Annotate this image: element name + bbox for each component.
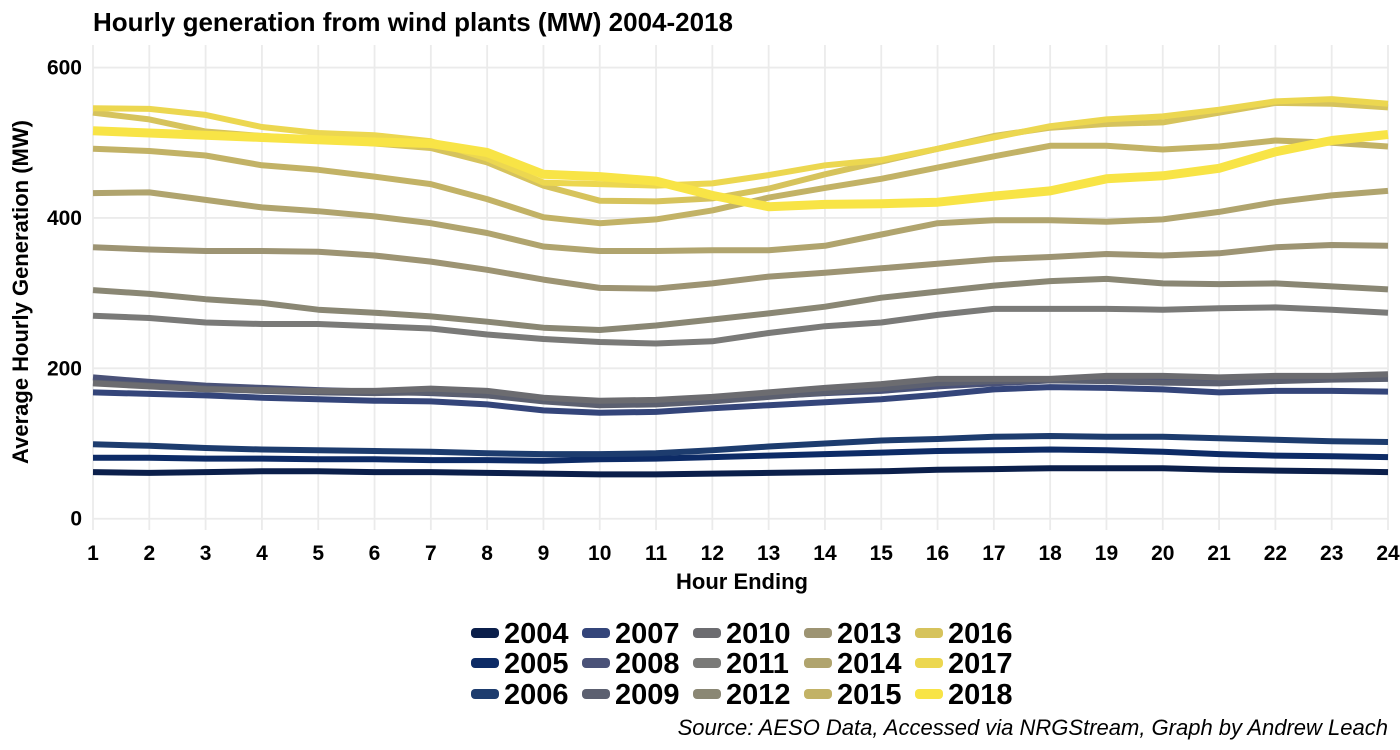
x-tick-label: 3 — [200, 542, 212, 565]
source-caption: Source: AESO Data, Accessed via NRGStrea… — [678, 715, 1388, 740]
series-line-2011 — [92, 304, 1389, 347]
y-tick-labels: 0 200 400 600 — [47, 57, 82, 531]
legend-swatch-2005 — [471, 658, 499, 668]
x-tick-label: 16 — [926, 542, 949, 565]
legend-label-2005: 2005 — [504, 648, 569, 680]
legend-swatch-2006 — [471, 689, 499, 699]
x-tick-label: 17 — [982, 542, 1005, 565]
legend-label-2009: 2009 — [615, 679, 680, 711]
x-tick-label: 14 — [813, 542, 837, 565]
x-tick-label: 1 — [87, 542, 99, 565]
legend-swatch-2016 — [915, 628, 943, 638]
y-tick-label: 0 — [70, 508, 82, 531]
series-line-2012 — [92, 275, 1389, 333]
x-tick-label: 13 — [757, 542, 780, 565]
legend-label-2004: 2004 — [504, 618, 569, 650]
legend-label-2007: 2007 — [615, 618, 680, 650]
legend-label-2015: 2015 — [837, 679, 902, 711]
x-tick-label: 11 — [645, 542, 668, 565]
legend-swatch-2014 — [804, 658, 832, 668]
x-tick-label: 19 — [1095, 542, 1118, 565]
x-tick-label: 2 — [143, 542, 155, 565]
series-line-2013 — [92, 242, 1389, 292]
series-line-2004 — [92, 465, 1389, 478]
chart-title: Hourly generation from wind plants (MW) … — [93, 7, 733, 37]
legend-swatch-2010 — [693, 628, 721, 638]
x-tick-label: 20 — [1151, 542, 1174, 565]
legend-swatch-2008 — [582, 658, 610, 668]
series-line-2017 — [92, 96, 1389, 189]
legend-label-2008: 2008 — [615, 648, 680, 680]
x-tick-label: 6 — [369, 542, 381, 565]
legend-label-2006: 2006 — [504, 679, 569, 711]
series-line-2014 — [92, 187, 1389, 254]
x-tick-label: 23 — [1320, 542, 1343, 565]
legend-label-2016: 2016 — [948, 618, 1013, 650]
legend-swatch-2011 — [693, 658, 721, 668]
legend-swatch-2015 — [804, 689, 832, 699]
series-lines — [92, 96, 1389, 478]
x-tick-label: 12 — [701, 542, 724, 565]
x-tick-label: 15 — [870, 542, 894, 565]
x-tick-label: 8 — [481, 542, 493, 565]
series-line-2010 — [92, 371, 1389, 404]
series-line-2018 — [92, 126, 1389, 212]
y-tick-label: 400 — [47, 207, 82, 230]
legend-swatch-2013 — [804, 628, 832, 638]
x-tick-label: 21 — [1207, 542, 1231, 565]
series-line-2016 — [92, 99, 1389, 205]
legend-swatch-2007 — [582, 628, 610, 638]
y-tick-label: 600 — [47, 57, 82, 80]
x-tick-label: 7 — [425, 542, 437, 565]
series-line-2006 — [92, 433, 1389, 458]
legend-swatch-2012 — [693, 689, 721, 699]
legend-label-2010: 2010 — [726, 618, 791, 650]
x-tick-label: 5 — [312, 542, 324, 565]
legend-label-2017: 2017 — [948, 648, 1013, 680]
x-axis-label: Hour Ending — [676, 569, 808, 594]
series-line-2005 — [93, 446, 1389, 464]
legend-label-2018: 2018 — [948, 679, 1013, 711]
x-tick-label: 22 — [1264, 542, 1287, 565]
series-line-2007 — [92, 384, 1389, 416]
x-tick-labels: 1 2 3 4 5 6 7 8 9 10 11 12 13 14 15 16 17 18 19 20 21 22 23 24 — [87, 542, 1400, 565]
legend-label-2011: 2011 — [726, 648, 789, 680]
x-tick-label: 9 — [538, 542, 550, 565]
x-tick-label: 24 — [1376, 542, 1400, 565]
legend-swatch-2009 — [582, 689, 610, 699]
x-tick-label: 18 — [1038, 542, 1062, 565]
legend-label-2012: 2012 — [726, 679, 791, 711]
x-tick-label: 4 — [256, 542, 268, 565]
legend-swatch-2017 — [915, 658, 943, 668]
y-axis-label: Average Hourly Generation (MW) — [8, 120, 33, 464]
legend-swatch-2018 — [915, 689, 943, 699]
y-tick-label: 200 — [47, 357, 82, 380]
legend-label-2014: 2014 — [837, 648, 902, 680]
legend-swatch-2004 — [471, 628, 499, 638]
x-tick-label: 10 — [588, 542, 611, 565]
legend-label-2013: 2013 — [837, 618, 902, 650]
